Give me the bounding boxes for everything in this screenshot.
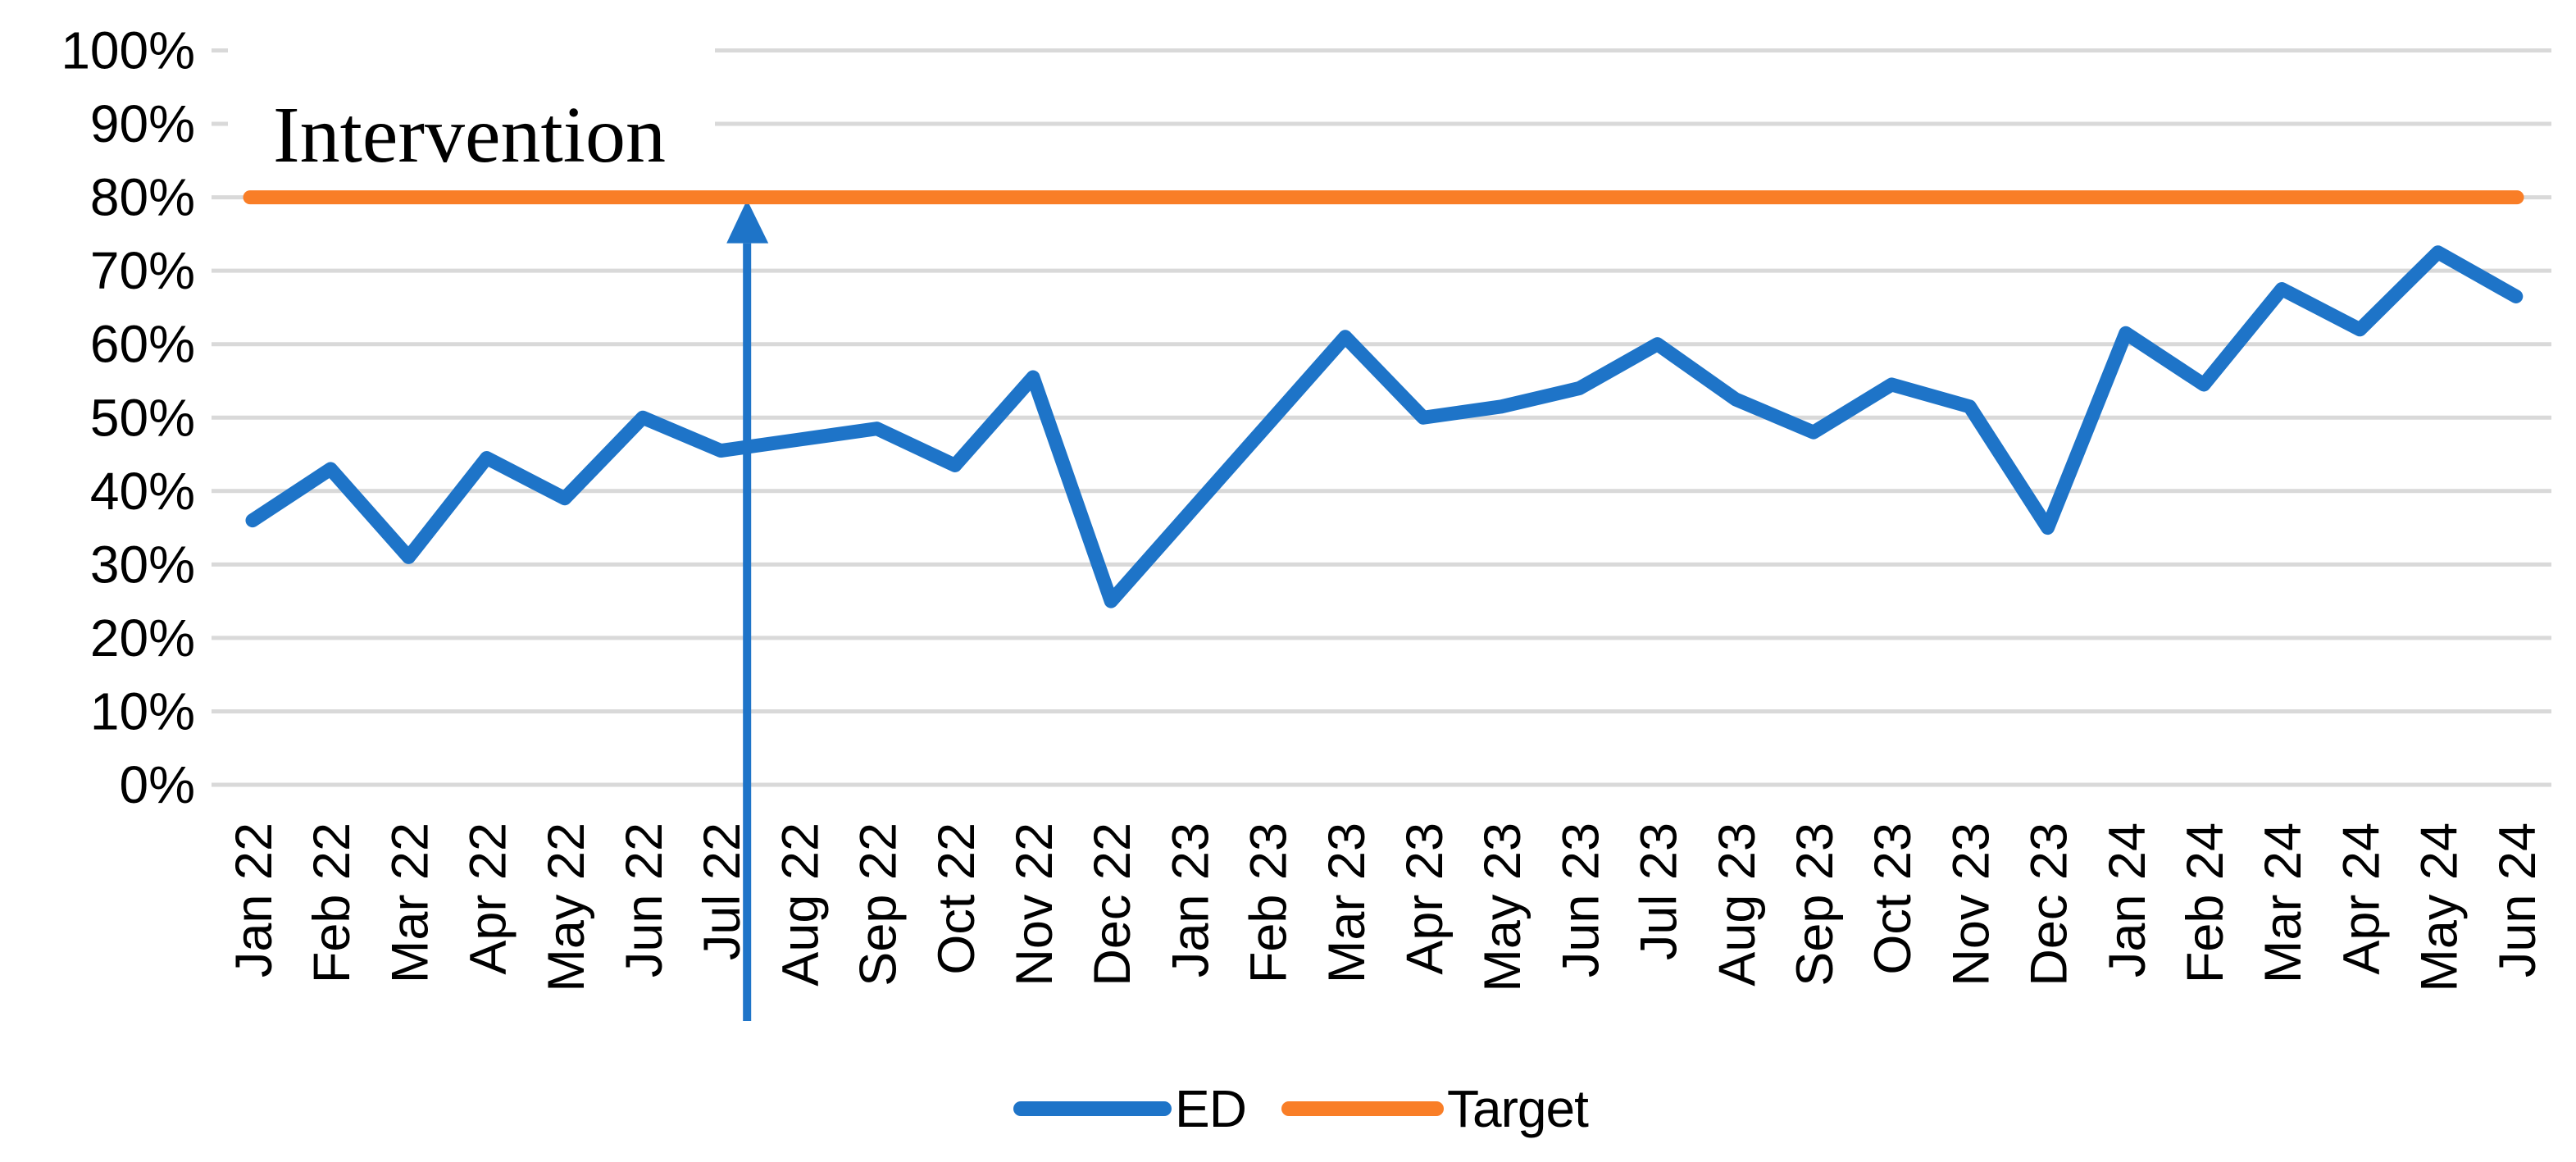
intervention-arrow-head [726,199,769,244]
x-axis-tick-label: Aug 23 [1709,823,1766,987]
x-axis-tick-label: Oct 23 [1864,823,1922,975]
x-axis-tick-label: Jan 22 [225,823,283,977]
intervention-label-box [228,33,715,189]
x-axis-tick-label: Jun 22 [616,823,673,977]
legend-label: Target [1447,1079,1589,1138]
legend-label: ED [1175,1079,1246,1138]
x-axis-tick-label: Jan 23 [1162,823,1219,977]
x-axis-tick-label: Mar 23 [1318,823,1376,983]
legend-item-target: Target [1281,1079,1590,1138]
legend: ED Target [1013,1079,1590,1138]
x-axis-tick-label: Mar 24 [2255,823,2312,983]
intervention-label: Intervention [273,91,666,180]
x-axis-tick-label: Nov 22 [1006,823,1063,987]
x-axis-tick-label: Apr 24 [2333,823,2390,975]
x-axis-tick-label: Sep 22 [850,823,908,987]
x-axis-tick-label: Apr 22 [460,823,517,975]
x-axis-tick-label: May 23 [1474,823,1531,992]
x-axis-tick-label: Jan 24 [2099,823,2156,977]
x-axis-tick-label: Feb 24 [2177,823,2234,983]
x-axis-tick-label: May 22 [538,823,595,992]
y-axis-tick-label: 20% [90,608,195,668]
legend-item-ed: ED [1013,1079,1247,1138]
x-axis-tick-label: Oct 22 [928,823,985,975]
intervention-arrow [726,199,769,1021]
y-axis-tick-label: 60% [90,315,195,374]
y-axis-tick-label: 10% [90,681,195,740]
x-axis-tick-label: Mar 22 [381,823,439,983]
x-axis-tick-label: Jun 24 [2489,823,2546,977]
y-axis-tick-label: 100% [61,21,195,80]
y-axis-tick-labels: 0% 10% 20% 30% 40% 50% 60% 70% 80% 90% 100% [61,21,195,815]
y-axis-tick-label: 90% [90,94,195,153]
ed-series-line [245,245,2524,608]
x-axis-tick-label: Aug 22 [771,823,829,987]
y-axis-tick-label: 40% [90,462,195,521]
y-axis-tick-label: 50% [90,388,195,447]
intervention-annotation: Intervention [228,33,715,189]
x-axis-tick-label: Feb 23 [1240,823,1298,983]
y-axis-tick-label: 30% [90,535,195,594]
x-axis-tick-label: Apr 23 [1396,823,1454,975]
y-axis-tick-label: 0% [120,755,196,814]
x-axis-tick-label: Nov 23 [1942,823,2000,987]
x-axis-tick-label: Feb 22 [303,823,361,983]
y-axis-tick-label: 80% [90,168,195,227]
y-axis-tick-label: 70% [90,241,195,300]
x-axis-tick-label: May 24 [2411,823,2469,992]
x-axis-tick-label: Dec 23 [2021,823,2078,987]
x-axis-tick-label: Jul 22 [694,823,751,960]
x-axis-tick-label: Jun 23 [1552,823,1609,977]
x-axis-tick-label: Jul 23 [1631,823,1688,960]
x-axis-tick-labels: Jan 22 Feb 22 Mar 22 Apr 22 May 22 Jun 22 Jul … [225,823,2546,992]
x-axis-tick-label: Dec 22 [1084,823,1141,987]
x-axis-tick-label: Sep 23 [1786,823,1844,987]
